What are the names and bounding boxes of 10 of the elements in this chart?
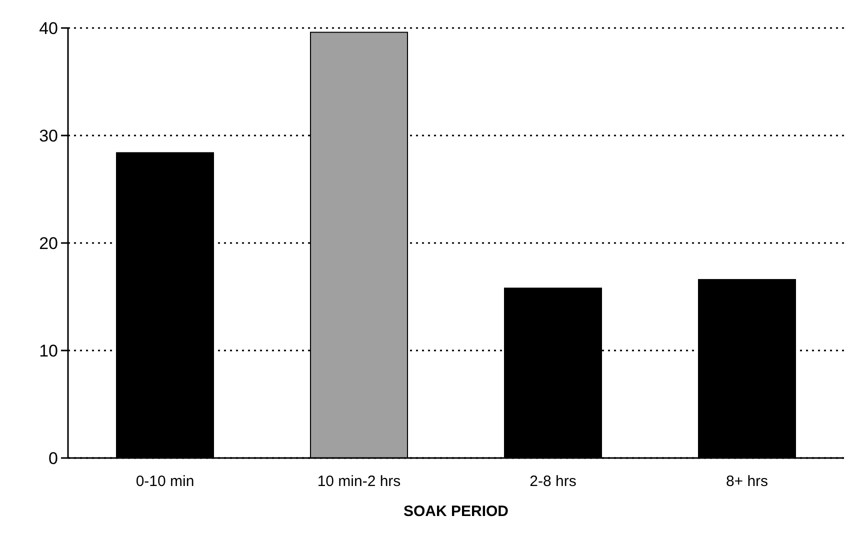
y-tick-label: 0 [48,448,58,468]
y-tick-label: 40 [39,18,58,38]
x-tick-label: 0-10 min [136,473,194,490]
x-axis-title: SOAK PERIOD [403,503,509,520]
x-tick-label: 8+ hrs [726,473,768,490]
y-tick-label: 20 [39,234,58,253]
x-tick-label: 10 min-2 hrs [317,473,401,490]
x-tick-label: 2-8 hrs [530,473,576,490]
y-tick-label: 30 [39,126,58,146]
y-tick-label: 10 [39,341,58,360]
